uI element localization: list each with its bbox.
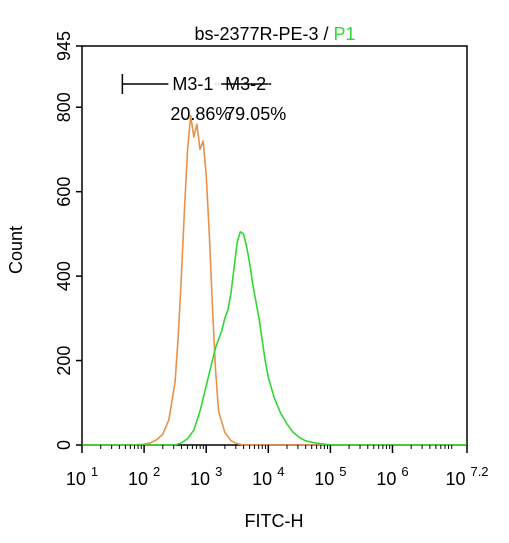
marker-percent: 20.86% <box>170 104 231 124</box>
y-tick-label: 945 <box>54 31 74 61</box>
title-gate: P1 <box>334 24 356 44</box>
title-separator: / <box>319 24 334 44</box>
histogram-series-1 <box>82 114 467 446</box>
y-tick-label: 800 <box>54 92 74 122</box>
y-tick-label: 0 <box>54 440 74 450</box>
marker-label: M3-1 <box>172 74 213 94</box>
x-tick-label: 10 3 <box>190 464 222 489</box>
x-tick-label: 10 5 <box>314 464 346 489</box>
marker-layer: M3-120.86%M3-279.05% <box>121 74 286 124</box>
x-tick-label: 10 2 <box>128 464 160 489</box>
y-tick-label: 400 <box>54 261 74 291</box>
x-tick-label: 10 7.2 <box>445 464 488 489</box>
y-axis: 0 200 400 600 800 945 <box>54 31 82 450</box>
x-tick-label: 10 6 <box>376 464 408 489</box>
x-axis-title: FITC-H <box>245 511 304 531</box>
y-axis-title: Count <box>6 226 26 274</box>
title-sample: bs-2377R-PE-3 <box>194 24 318 44</box>
chart-title: bs-2377R-PE-3 / P1 <box>194 24 355 44</box>
x-axis: 10 1 10 2 10 3 10 4 10 5 10 6 10 7.2 <box>66 445 489 489</box>
x-tick-label: 10 4 <box>252 464 284 489</box>
histogram-series-2 <box>82 231 467 446</box>
series-layer <box>82 114 467 446</box>
x-tick-label: 10 1 <box>66 464 98 489</box>
y-tick-label: 200 <box>54 346 74 376</box>
marker-percent: 79.05% <box>225 104 286 124</box>
y-tick-label: 600 <box>54 177 74 207</box>
